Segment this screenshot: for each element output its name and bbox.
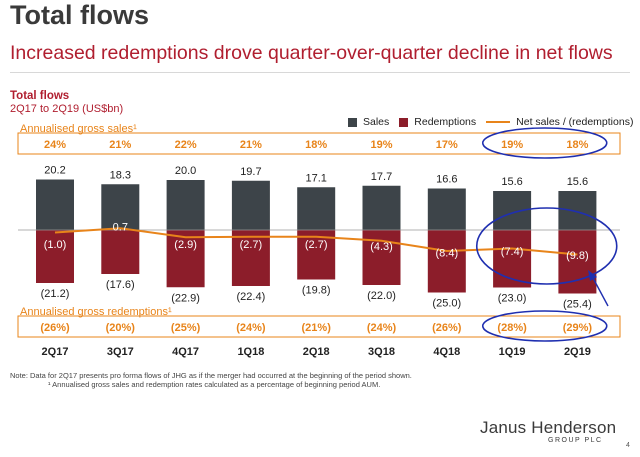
sales-bar — [427, 188, 466, 230]
legend-redemptions-swatch — [399, 117, 409, 127]
gross-redemptions-pct: (24%) — [236, 322, 266, 334]
gross-sales-pct: 17% — [436, 139, 458, 151]
chart-subtitle: 2Q17 to 2Q19 (US$bn) — [10, 103, 124, 115]
sales-value-label: 15.6 — [501, 176, 522, 188]
company-logo: Janus Henderson — [480, 418, 617, 437]
net-flows-line — [54, 227, 578, 256]
gross-redemptions-label: Annualised gross redemptions¹ — [20, 306, 172, 318]
net-value-label: 0.7 — [113, 221, 128, 233]
gross-redemptions-pct: (28%) — [497, 322, 527, 334]
category-label: 2Q18 — [303, 346, 330, 358]
sales-bar — [231, 180, 270, 230]
category-label: 3Q17 — [107, 346, 134, 358]
gross-sales-label: Annualised gross sales¹ — [20, 123, 137, 135]
gross-redemptions-pct: (25%) — [171, 322, 201, 334]
sales-bar — [558, 191, 597, 230]
gross-redemptions-pct: (29%) — [563, 322, 593, 334]
redemption-value-label: (21.2) — [41, 288, 70, 300]
gross-redemptions-pct: (26%) — [432, 322, 462, 334]
sales-bar — [36, 179, 74, 230]
net-value-label: (2.7) — [305, 239, 328, 251]
net-value-label: (2.9) — [174, 239, 197, 251]
gross-sales-box — [17, 132, 621, 155]
gross-redemptions-pct: (20%) — [106, 322, 136, 334]
gross-redemptions-pct: (21%) — [302, 322, 332, 334]
footnote: Note: Data for 2Q17 presents pro forma f… — [10, 371, 412, 389]
net-value-label: (2.7) — [240, 239, 263, 251]
sales-bar — [297, 187, 336, 230]
page-subtitle: Increased redemptions drove quarter-over… — [10, 42, 613, 64]
redemptions-bar — [36, 230, 74, 283]
redemptions-bar — [493, 230, 532, 288]
gross-redemptions-pct: (26%) — [40, 322, 70, 334]
sales-bar — [101, 184, 140, 230]
redemptions-bar — [166, 230, 205, 288]
redemptions-bar — [231, 230, 270, 286]
gross-sales-pct: 18% — [305, 139, 327, 151]
sales-value-label: 17.1 — [305, 172, 326, 184]
category-label: 1Q18 — [237, 346, 264, 358]
gross-sales-pct: 19% — [501, 139, 523, 151]
footnote-line-1: Note: Data for 2Q17 presents pro forma f… — [10, 371, 412, 380]
category-label: 2Q17 — [42, 346, 69, 358]
net-value-label: (1.0) — [44, 239, 67, 251]
sales-value-label: 20.2 — [44, 165, 65, 177]
sales-value-label: 15.6 — [567, 176, 588, 188]
gross-sales-pct: 19% — [370, 139, 392, 151]
sales-bar — [362, 185, 401, 230]
chart-legend: Sales Redemptions Net sales / (redemptio… — [348, 116, 633, 128]
redemption-value-label: (19.8) — [302, 285, 331, 297]
highlight-arrow-head — [588, 270, 597, 281]
company-logo-subtitle: GROUP PLC — [548, 437, 603, 444]
highlight-oval-net — [475, 207, 618, 285]
category-label: 4Q17 — [172, 346, 199, 358]
gross-sales-pct: 24% — [44, 139, 66, 151]
legend-sales-label: Sales — [363, 116, 390, 128]
redemption-value-label: (25.4) — [563, 299, 592, 311]
gross-redemptions-box — [17, 315, 621, 338]
category-label: 2Q19 — [564, 346, 591, 358]
highlight-oval-redemptions — [481, 310, 608, 342]
redemption-value-label: (23.0) — [498, 293, 527, 305]
redemptions-bar — [101, 230, 140, 274]
redemptions-bar — [427, 230, 466, 293]
sales-value-label: 17.7 — [371, 171, 392, 183]
legend-redemptions-label: Redemptions — [414, 116, 477, 128]
net-value-label: (7.4) — [501, 246, 524, 258]
sales-value-label: 19.7 — [240, 166, 261, 178]
highlight-arrow-line — [592, 277, 609, 307]
legend-net-label: Net sales / (redemptions) — [516, 116, 634, 128]
redemption-value-label: (25.0) — [432, 298, 461, 310]
legend-net-line — [486, 121, 511, 123]
net-value-label: (8.4) — [435, 248, 458, 260]
redemption-value-label: (22.4) — [237, 291, 266, 303]
gross-sales-pct: 22% — [175, 139, 197, 151]
redemptions-bar — [362, 230, 401, 285]
category-label: 1Q19 — [499, 346, 526, 358]
legend-sales-swatch — [348, 117, 357, 127]
category-label: 3Q18 — [368, 346, 395, 358]
sales-value-label: 20.0 — [175, 165, 196, 177]
redemption-value-label: (22.0) — [367, 290, 396, 302]
category-label: 4Q18 — [433, 346, 460, 358]
title-divider — [10, 72, 630, 73]
highlight-oval-sales — [481, 127, 608, 159]
page-number: 4 — [626, 442, 630, 449]
redemption-value-label: (17.6) — [106, 279, 135, 291]
gross-redemptions-pct: (24%) — [367, 322, 397, 334]
sales-value-label: 16.6 — [436, 174, 457, 186]
page-title: Total flows — [10, 0, 149, 30]
sales-bar — [166, 180, 205, 230]
footnote-line-2: ¹ Annualised gross sales and redemption … — [48, 380, 381, 389]
net-value-label: (4.3) — [370, 241, 393, 253]
gross-sales-pct: 21% — [109, 139, 131, 151]
gross-sales-pct: 18% — [566, 139, 588, 151]
net-value-label: (9.8) — [566, 250, 589, 262]
sales-value-label: 18.3 — [110, 169, 131, 181]
redemption-value-label: (22.9) — [171, 292, 200, 304]
gross-sales-pct: 21% — [240, 139, 262, 151]
chart-title: Total flows — [10, 90, 70, 102]
